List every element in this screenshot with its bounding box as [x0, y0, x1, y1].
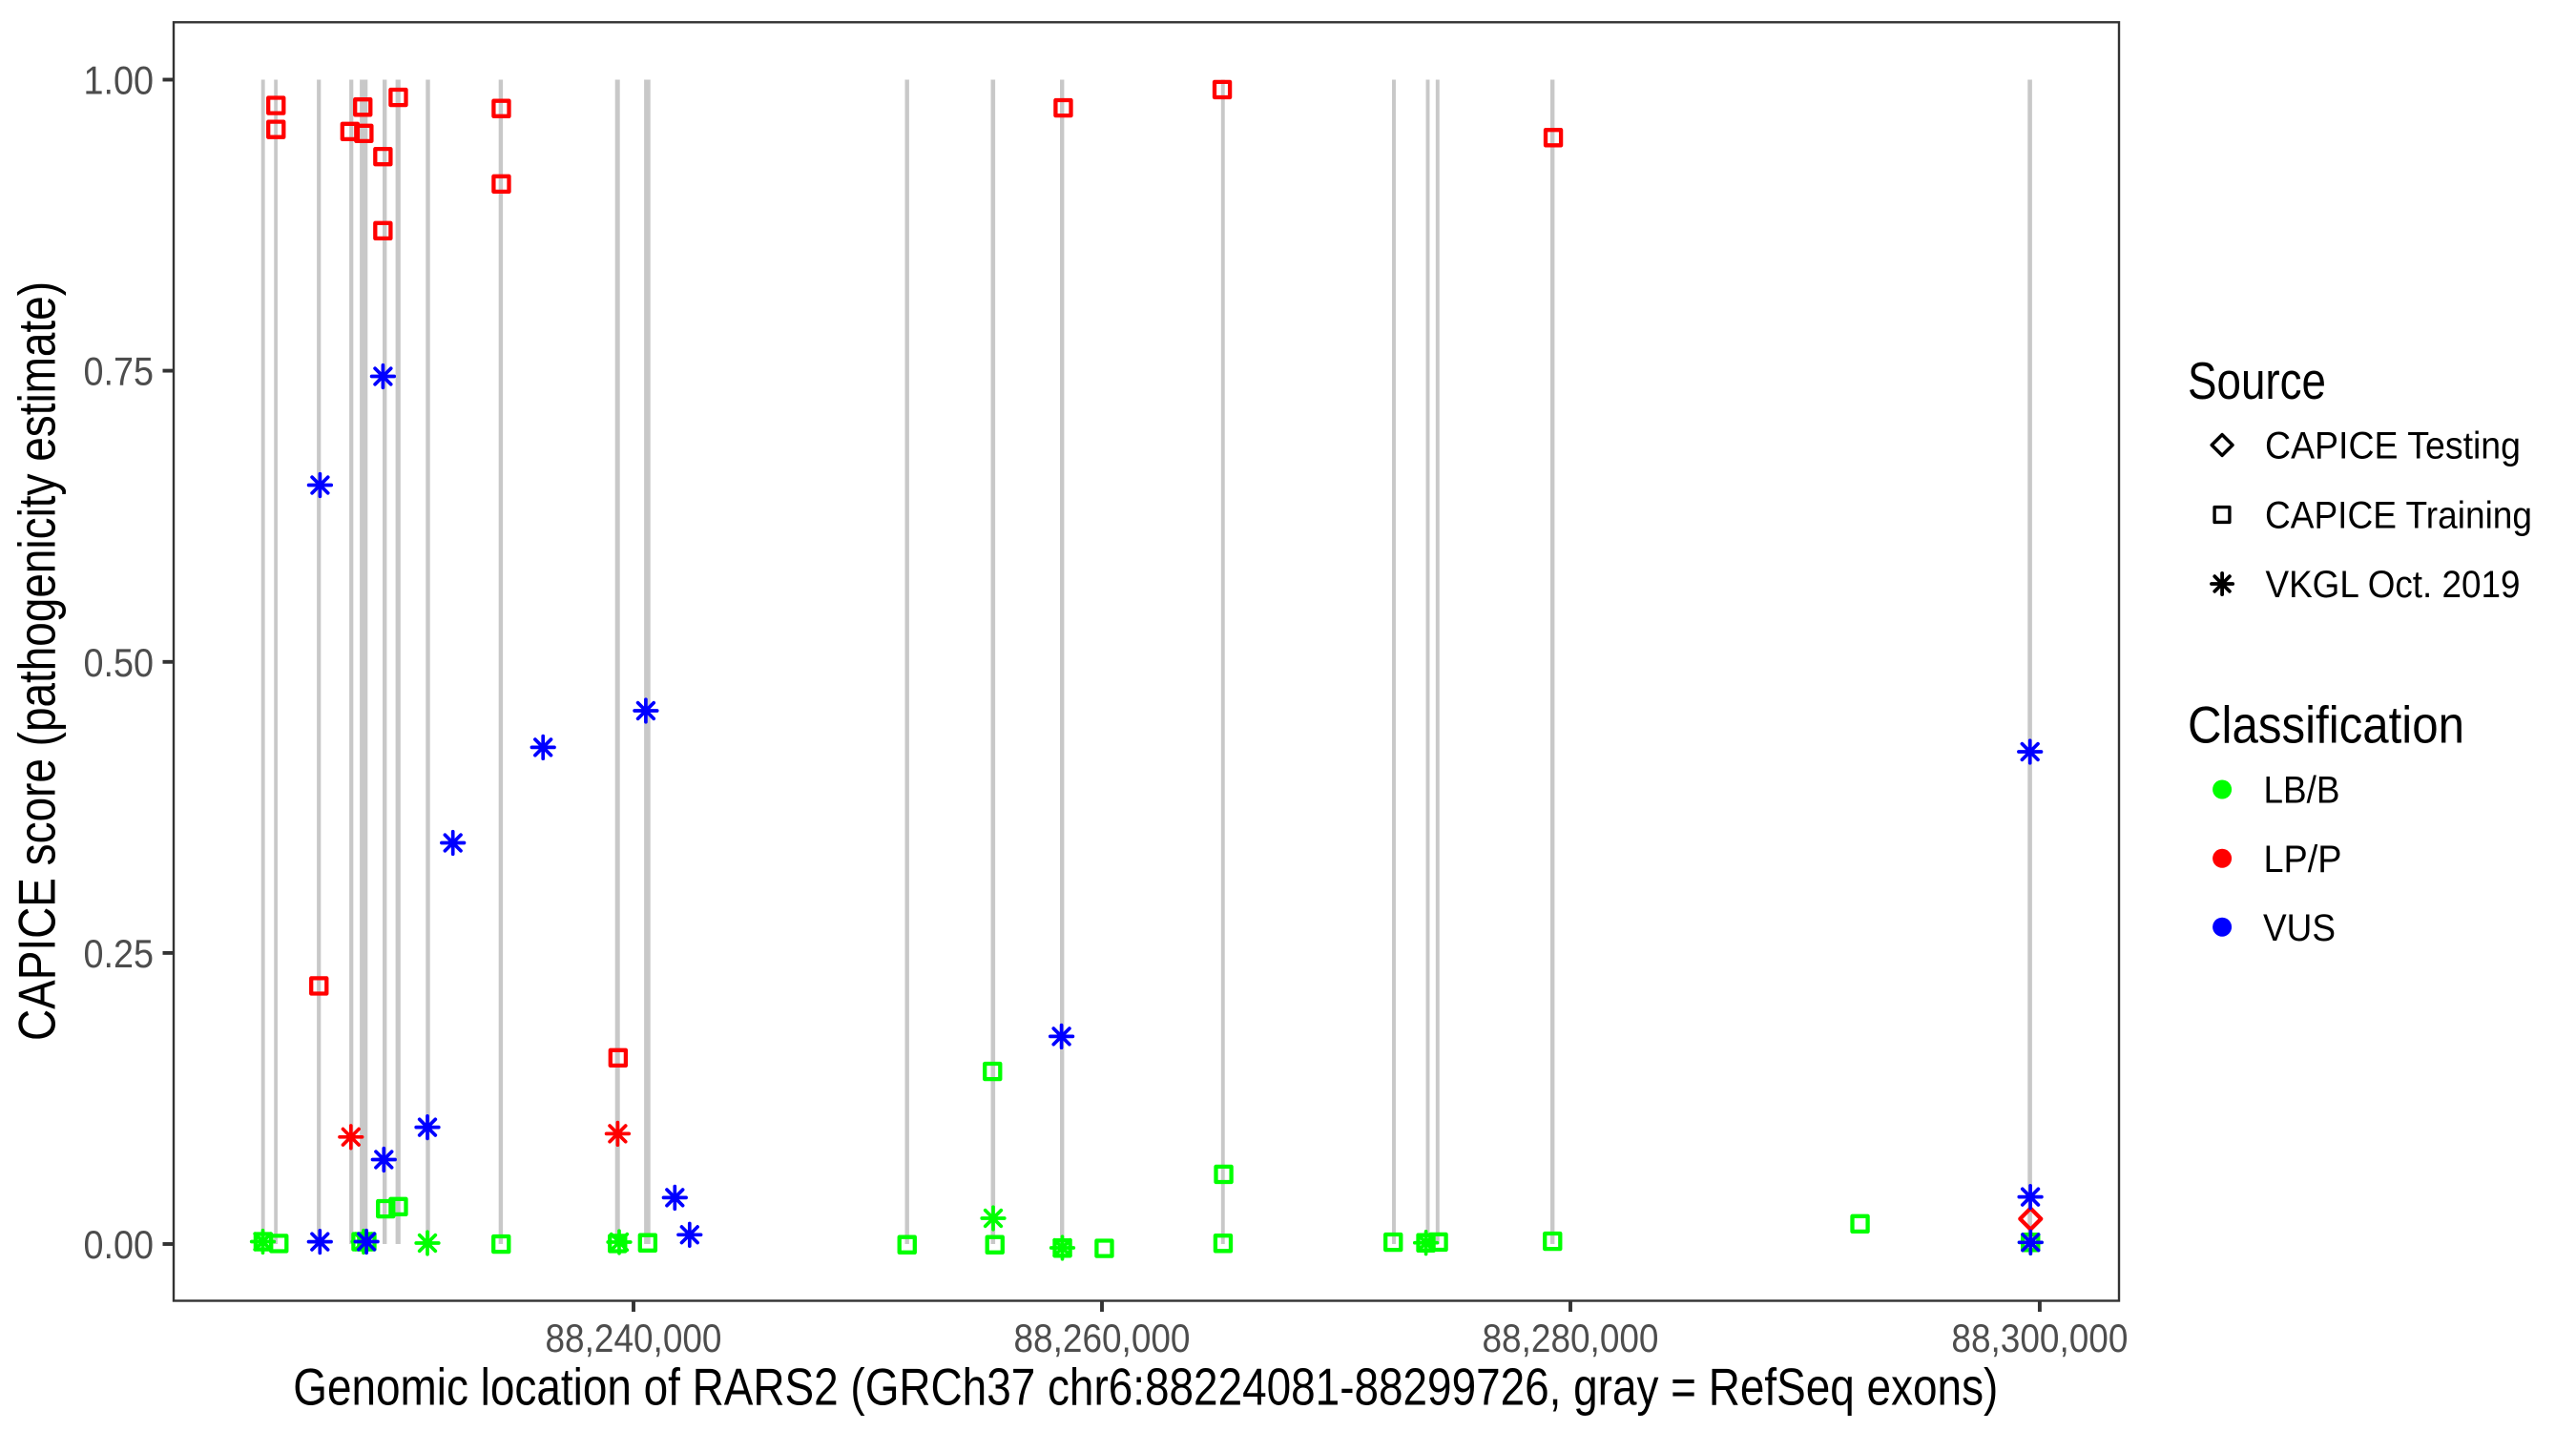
svg-text:VKGL Oct. 2019: VKGL Oct. 2019 [2266, 564, 2521, 606]
svg-text:0.50: 0.50 [84, 640, 155, 685]
svg-text:LB/B: LB/B [2264, 770, 2340, 812]
svg-text:0.00: 0.00 [84, 1222, 155, 1267]
svg-text:0.25: 0.25 [84, 931, 155, 976]
svg-text:Source: Source [2188, 351, 2326, 410]
svg-text:Classification: Classification [2188, 695, 2464, 755]
svg-text:CAPICE Training: CAPICE Training [2265, 495, 2532, 537]
svg-text:88,280,000: 88,280,000 [1483, 1316, 1659, 1360]
svg-text:LP/P: LP/P [2264, 839, 2342, 881]
svg-text:Genomic location of RARS2 (GRC: Genomic location of RARS2 (GRCh37 chr6:8… [293, 1358, 1998, 1417]
svg-text:1.00: 1.00 [84, 58, 155, 103]
svg-text:CAPICE Testing: CAPICE Testing [2265, 425, 2521, 467]
svg-text:88,300,000: 88,300,000 [1951, 1316, 2128, 1360]
svg-text:CAPICE score (pathogenicity es: CAPICE score (pathogenicity estimate) [8, 281, 67, 1041]
svg-text:VUS: VUS [2263, 907, 2336, 949]
svg-text:88,260,000: 88,260,000 [1014, 1316, 1191, 1360]
svg-text:88,240,000: 88,240,000 [546, 1316, 722, 1360]
svg-text:0.75: 0.75 [84, 349, 155, 394]
